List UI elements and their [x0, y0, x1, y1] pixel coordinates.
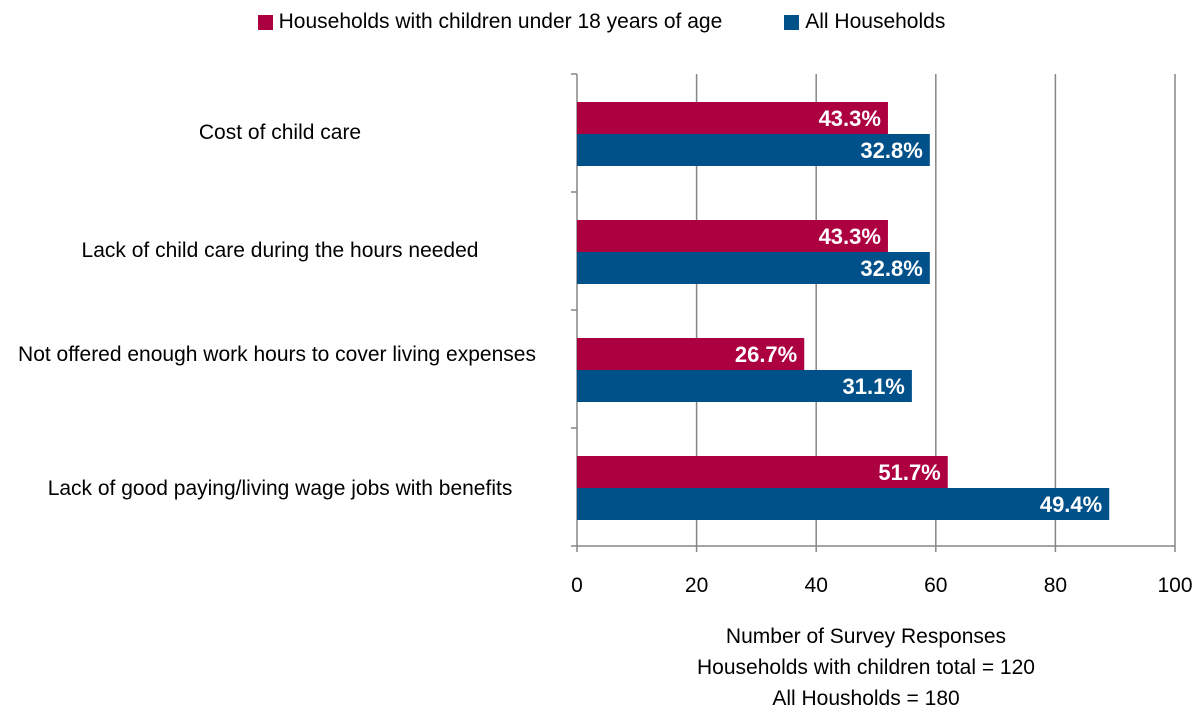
- x-tick-label: 80: [1044, 574, 1067, 597]
- data-label: 51.7%: [878, 460, 940, 485]
- bar: [577, 456, 948, 488]
- category-label: Not offered enough work hours to cover l…: [18, 343, 536, 366]
- legend-item-households-with-children: Households with children under 18 years …: [257, 10, 723, 34]
- x-axis-note-line: Households with children total = 120: [697, 656, 1035, 679]
- legend-label-households-with-children: Households with children under 18 years …: [278, 10, 723, 33]
- category-label: Lack of good paying/living wage jobs wit…: [47, 477, 513, 500]
- bar: [577, 338, 805, 370]
- legend-swatch-all-households: [784, 14, 800, 30]
- bar: [577, 370, 912, 402]
- bar: [577, 220, 888, 252]
- x-tick-label: 100: [1157, 574, 1192, 597]
- data-label: 49.4%: [1040, 492, 1102, 517]
- bar: [577, 102, 888, 134]
- x-tick-label: 20: [685, 574, 708, 597]
- data-label: 32.8%: [860, 138, 922, 163]
- x-tick-label: 0: [571, 574, 583, 597]
- legend-label-all-households: All Households: [805, 10, 946, 33]
- legend-swatch-households-with-children: [257, 14, 273, 30]
- x-axis-note-line: Number of Survey Responses: [725, 625, 1007, 648]
- data-label: 31.1%: [842, 374, 904, 399]
- x-tick-label: 40: [805, 574, 828, 597]
- bar: [577, 134, 930, 166]
- legend-item-all-households: All Households: [784, 10, 945, 34]
- data-label: 26.7%: [735, 342, 797, 367]
- x-axis-note: Number of Survey Responses Households wi…: [566, 621, 1166, 714]
- bar: [577, 488, 1110, 520]
- bar: [577, 252, 930, 284]
- data-label: 43.3%: [819, 224, 881, 249]
- data-label: 43.3%: [819, 106, 881, 131]
- x-axis-note-line: All Housholds = 180: [772, 687, 960, 710]
- x-tick-label: 60: [924, 574, 947, 597]
- legend: Households with children under 18 years …: [0, 10, 1203, 34]
- category-label: Cost of child care: [198, 121, 362, 144]
- data-label: 32.8%: [860, 256, 922, 281]
- category-label: Lack of child care during the hours need…: [81, 239, 479, 262]
